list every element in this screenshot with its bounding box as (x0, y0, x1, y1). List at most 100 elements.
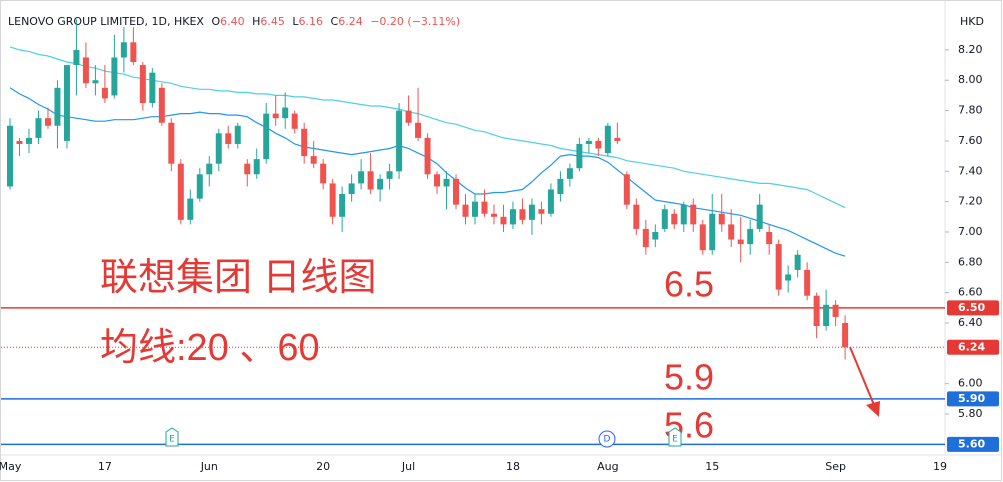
candle-body (652, 231, 659, 240)
candle-body (690, 204, 697, 225)
candle-body (680, 204, 687, 225)
candle-body (253, 159, 260, 175)
candle-body (661, 209, 668, 229)
candle-body (272, 113, 279, 119)
candle-body (25, 137, 32, 144)
candle-body (377, 178, 384, 190)
candle-body (339, 194, 346, 217)
candle-body (111, 57, 118, 96)
level-badge (947, 391, 999, 407)
last-price-badge (947, 339, 999, 355)
candle-body (329, 183, 336, 217)
header: LENOVO GROUP LIMITED, 1D, HKEX O6.40 H6.… (8, 15, 460, 28)
candle-body (139, 65, 146, 103)
candle-body (642, 228, 649, 248)
candle-body (187, 198, 194, 220)
candle-body (35, 118, 42, 138)
event-label: E (672, 435, 678, 445)
level-label: 5.90 (958, 392, 985, 405)
candle-body (367, 171, 374, 190)
open-label: O (211, 15, 220, 28)
candle-body (671, 213, 678, 225)
open-value: 6.40 (220, 15, 245, 28)
candle-body (415, 122, 422, 138)
candle-body (709, 213, 716, 251)
x-tick-label: Sep (825, 460, 846, 473)
y-tick-label: 5.80 (958, 407, 983, 420)
candle-body (538, 209, 545, 214)
candle-body (519, 209, 526, 220)
candle-body (737, 239, 744, 245)
y-tick-label: 7.80 (958, 104, 983, 117)
event-label: D (604, 435, 611, 445)
candle-body (623, 174, 630, 205)
arrow (849, 346, 880, 417)
candle-body (7, 125, 13, 187)
candle-body (823, 304, 830, 327)
candle-body (310, 156, 317, 164)
close-value: 6.24 (338, 15, 363, 28)
event-marker[interactable]: E (165, 427, 179, 447)
candle-body (396, 110, 403, 172)
close-label: C (331, 15, 339, 28)
event-marker[interactable]: E (668, 427, 682, 447)
y-tick-label: 7.00 (958, 225, 983, 238)
candle-body (348, 183, 355, 195)
y-tick-label: 7.60 (958, 134, 983, 147)
x-tick-label: 19 (933, 460, 947, 473)
candle-body (728, 224, 735, 240)
annotation-title: 联想集团 日线图 (100, 257, 377, 299)
candle-body (130, 42, 137, 63)
moving-average-line (9, 46, 846, 209)
candle-body (547, 189, 554, 214)
candle-body (699, 224, 706, 251)
x-tick-label: 20 (316, 460, 330, 473)
candle-body (766, 231, 773, 245)
candle-body (794, 254, 801, 270)
level-badge (947, 436, 999, 452)
event-badge (668, 427, 682, 447)
event-badge (165, 427, 179, 447)
candle-body (576, 143, 583, 169)
candle-body (63, 65, 70, 141)
candle-body (158, 87, 165, 123)
candle-body (566, 168, 573, 179)
candle-body (842, 323, 849, 348)
candle-body (405, 110, 412, 123)
y-tick-label: 8.20 (958, 43, 983, 56)
annotation-ma: 均线:20 、60 (100, 327, 320, 369)
annotation-level: 6.5 (664, 264, 714, 305)
candle-body (320, 163, 327, 184)
candle-body (177, 163, 184, 220)
candle-body (718, 213, 725, 225)
y-tick-label: 7.20 (958, 195, 983, 208)
candle-body (92, 80, 99, 84)
last-price-label: 6.24 (958, 340, 985, 353)
candle-body (472, 201, 478, 217)
high-value: 6.45 (260, 15, 285, 28)
candle-body (196, 174, 203, 199)
x-tick-label: Jun (200, 460, 218, 473)
candle-body (557, 178, 564, 195)
candle-body (206, 163, 213, 175)
candle-body (282, 107, 289, 119)
arrow-shaft (849, 346, 875, 406)
event-label: E (169, 435, 175, 445)
event-marker[interactable]: D (598, 430, 616, 448)
candle-body (301, 128, 308, 157)
x-tick-label: 18 (506, 460, 520, 473)
currency: HKD (960, 15, 984, 28)
y-tick-label: 6.00 (958, 377, 983, 390)
candle-body (244, 163, 251, 175)
candle-body (747, 228, 754, 245)
candle-body (614, 137, 621, 141)
y-tick-label: 6.80 (958, 255, 983, 268)
candle-body (756, 204, 763, 229)
candle-body (804, 269, 811, 296)
candle-body (73, 49, 80, 66)
candle-body (443, 178, 450, 187)
candle-body (82, 57, 89, 84)
high-label: H (252, 15, 260, 28)
level-label: 6.50 (958, 301, 985, 314)
